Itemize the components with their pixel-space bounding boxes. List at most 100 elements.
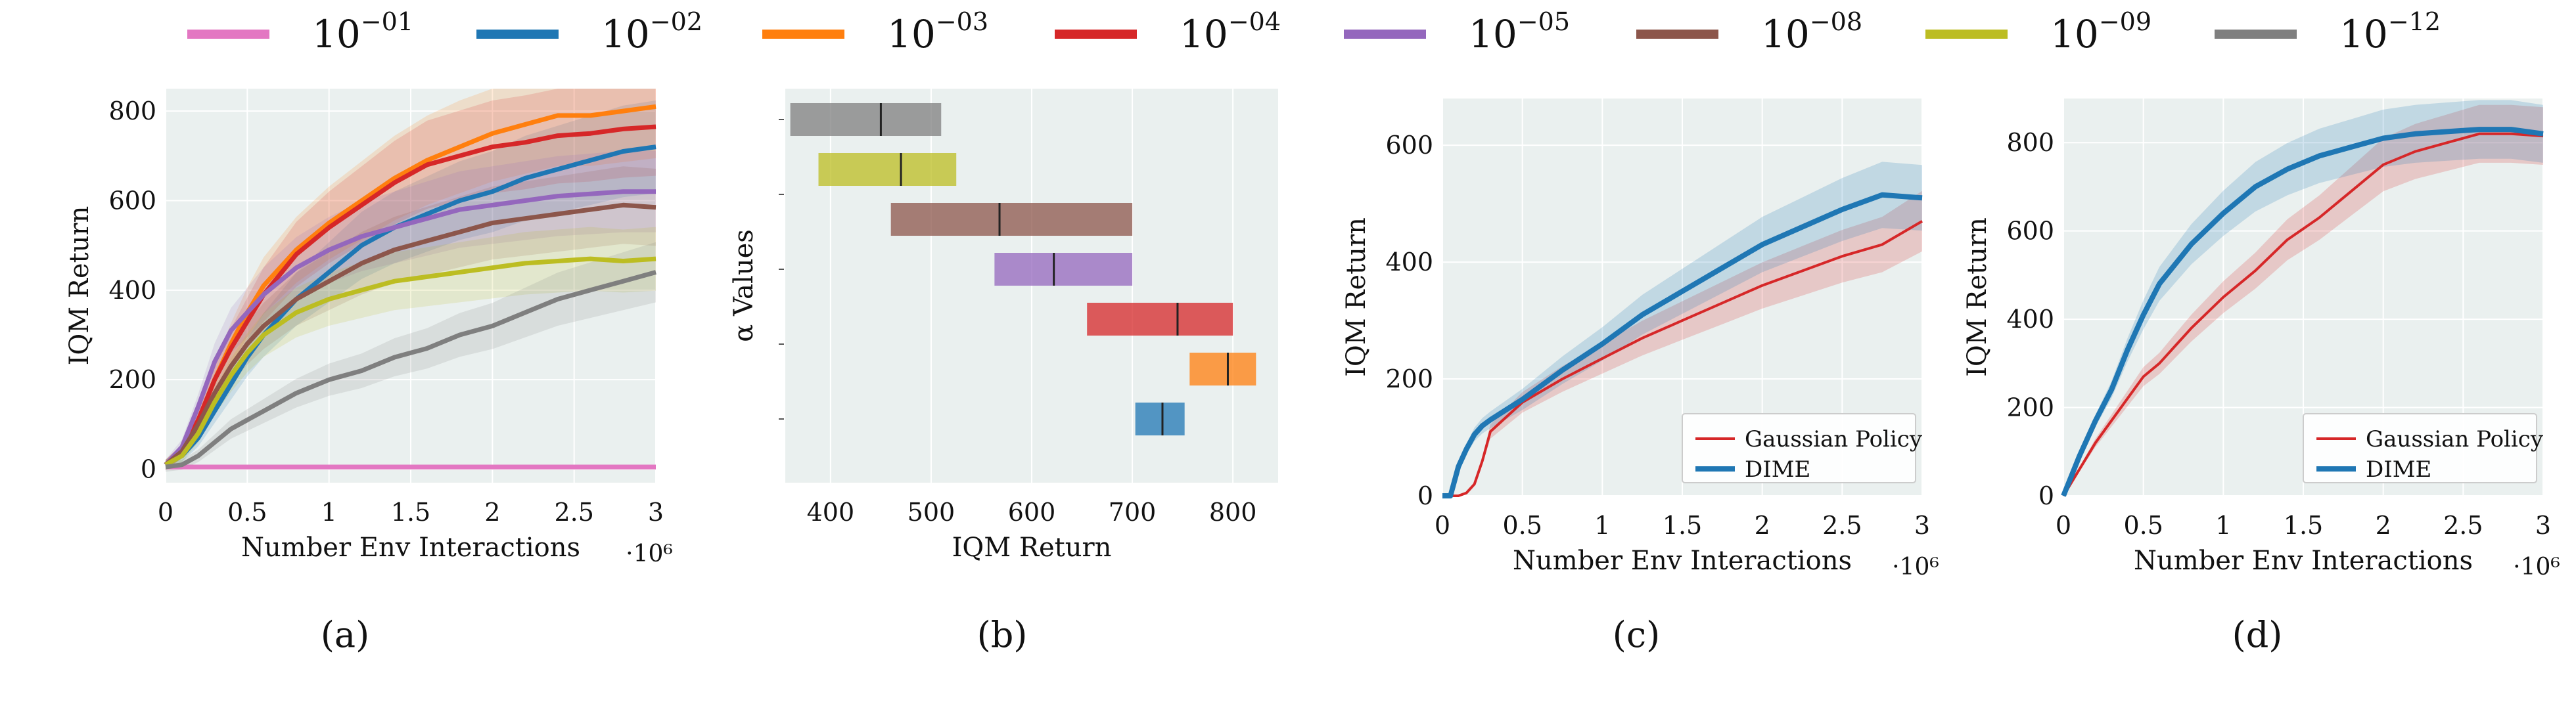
legend-label-7: 10−12: [2339, 7, 2441, 56]
series-band-3: [166, 89, 656, 470]
inplot-legend-label: DIME: [2366, 456, 2431, 483]
series-band-0: [1442, 190, 1922, 496]
legend-label-1: 10−02: [601, 7, 702, 56]
inplot-legend-box: [1682, 413, 1916, 483]
x-tick-label: 2.5: [2443, 511, 2483, 540]
panel-c-chart: 0 0.5 1 1.5 2 2.5 3 0 200 400 600 Number Env Intera…: [1341, 99, 1939, 581]
x-tick-label: 3: [648, 498, 664, 527]
x-tick-label: 700: [1109, 498, 1157, 527]
series-line-1: [1442, 192, 1923, 498]
legend-base-5: 10: [1761, 12, 1810, 56]
caption-1: (b): [977, 614, 1028, 655]
x-tick-label: 2.5: [554, 498, 593, 527]
y-tick-label: 800: [2006, 128, 2054, 157]
interval-bar-0: [790, 103, 942, 136]
inplot-legend-label: DIME: [1745, 456, 1810, 483]
y-tick-label: 0: [141, 455, 156, 484]
legend-label-5: 10−08: [1761, 7, 1862, 56]
series-band-6: [166, 227, 656, 470]
x-tick-label: 0: [2056, 511, 2071, 540]
x-scale-label: ·10⁶: [1892, 554, 1939, 581]
inplot-legend-box: [2303, 413, 2537, 483]
interval-bar-6: [1135, 403, 1185, 435]
caption-3: (d): [2232, 614, 2283, 655]
series-band-1: [2063, 100, 2543, 496]
x-tick-label: 400: [807, 498, 855, 527]
x-tick-label: 1: [321, 498, 337, 527]
legend-label-0: 10−01: [312, 7, 413, 56]
panel-captions: (a) (b) (c) (d): [321, 614, 2283, 655]
x-tick-label: 2: [484, 498, 500, 527]
y-tick-label: 200: [2006, 393, 2054, 422]
series-band-5: [166, 166, 656, 470]
legend-exponent-5: −08: [1810, 7, 1862, 36]
y-tick-label: 800: [108, 97, 156, 125]
top-legend: 10−01 10−02 10−03 10−04 10−05 10−08 10−09 10−12: [187, 7, 2441, 56]
interval-bar-1: [818, 153, 957, 186]
legend-exponent-7: −12: [2388, 7, 2441, 36]
legend-exponent-6: −09: [2099, 7, 2151, 36]
x-tick-label: 0.5: [1502, 511, 1542, 540]
panel-b-chart: 400 500 600 700 800 IQM Return α Values: [729, 89, 1278, 563]
x-axis-label: Number Env Interactions: [2134, 546, 2473, 576]
series-band-7: [166, 242, 656, 472]
legend-exponent-1: −02: [650, 7, 702, 36]
x-scale-label: ·10⁶: [626, 540, 673, 567]
series-band-2: [166, 89, 656, 470]
series-band-1: [166, 100, 656, 470]
x-axis-label: IQM Return: [952, 533, 1112, 563]
legend-label-6: 10−09: [2050, 7, 2151, 56]
series-band-0: [2063, 104, 2543, 496]
y-axis-label: IQM Return: [1341, 217, 1371, 377]
legend-base-2: 10: [887, 12, 936, 56]
y-tick-label: 600: [2006, 217, 2054, 246]
x-tick-label: 3: [2535, 511, 2551, 540]
y-tick-label: 0: [2038, 481, 2054, 510]
caption-2: (c): [1613, 614, 1660, 655]
panel-d-chart: 0 0.5 1 1.5 2 2.5 3 0 200 400 600 800 Number Env Int…: [1962, 99, 2560, 581]
y-tick-label: 600: [1385, 131, 1433, 160]
x-tick-label: 2: [2376, 511, 2391, 540]
legend-exponent-0: −01: [361, 7, 413, 36]
y-tick-label: 200: [108, 365, 156, 394]
x-tick-label: 500: [908, 498, 955, 527]
interval-bar-5: [1189, 353, 1256, 385]
interval-bar-4: [1087, 303, 1233, 336]
x-axis-label: Number Env Interactions: [1513, 546, 1852, 576]
x-tick-label: 800: [1209, 498, 1257, 527]
x-tick-label: 600: [1008, 498, 1056, 527]
legend-exponent-2: −03: [936, 7, 988, 36]
legend-label-2: 10−03: [887, 7, 988, 56]
series-band-1: [1442, 162, 1922, 496]
inplot-legend-label: Gaussian Policy: [1745, 426, 1923, 452]
series-band-4: [166, 151, 656, 470]
legend-base-4: 10: [1469, 12, 1517, 56]
panel-a-chart: 0 0.5 1 1.5 2 2.5 3 0 200 400 600 800 Number Env Int…: [64, 89, 673, 567]
y-tick-label: 0: [1417, 481, 1433, 510]
legend-label-4: 10−05: [1469, 7, 1570, 56]
legend-base-0: 10: [312, 12, 361, 56]
y-axis-label: IQM Return: [64, 206, 95, 366]
x-tick-label: 0: [1435, 511, 1450, 540]
interval-bar-2: [890, 203, 1133, 236]
x-tick-label: 1: [1594, 511, 1610, 540]
inplot-legend-label: Gaussian Policy: [2366, 426, 2544, 452]
legend-exponent-3: −04: [1228, 7, 1281, 36]
x-tick-label: 0: [158, 498, 173, 527]
x-tick-label: 2.5: [1822, 511, 1862, 540]
legend-base-6: 10: [2050, 12, 2099, 56]
y-tick-label: 600: [108, 186, 156, 215]
x-tick-label: 2: [1755, 511, 1770, 540]
y-tick-label: 400: [1385, 248, 1433, 276]
legend-base-7: 10: [2339, 12, 2388, 56]
y-tick-label: 400: [2006, 305, 2054, 334]
caption-0: (a): [321, 614, 369, 655]
x-tick-label: 0.5: [2123, 511, 2163, 540]
x-tick-label: 1: [2215, 511, 2231, 540]
y-tick-label: 200: [1385, 364, 1433, 393]
legend-base-1: 10: [601, 12, 650, 56]
x-tick-label: 3: [1914, 511, 1930, 540]
x-tick-label: 1.5: [1663, 511, 1702, 540]
legend-label-3: 10−04: [1180, 7, 1281, 56]
